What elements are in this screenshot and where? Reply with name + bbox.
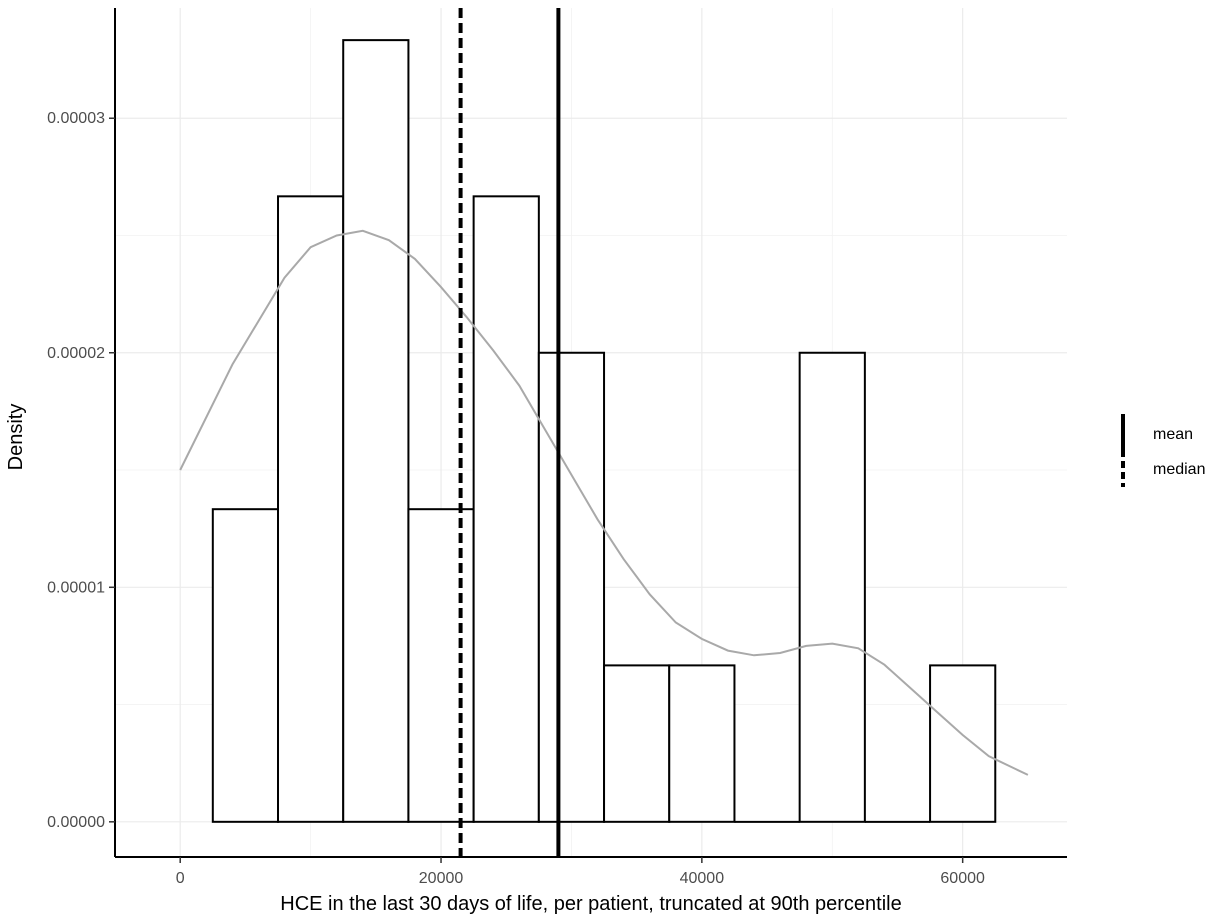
histogram-bar <box>277 195 345 823</box>
histogram-bar <box>929 664 997 823</box>
x-tick-label: 40000 <box>680 870 725 887</box>
legend-median-label: median <box>1153 461 1205 478</box>
tick-labels: 0 20000 40000 60000 0.00000 0.00001 0.00002 0.0… <box>47 110 985 887</box>
y-tick-label: 0.00003 <box>47 110 105 127</box>
histogram-bar <box>342 39 410 823</box>
density-curve <box>179 229 1029 776</box>
x-tick-label: 20000 <box>419 870 464 887</box>
x-axis-title: HCE in the last 30 days of life, per pat… <box>280 893 901 915</box>
legend: mean median <box>1121 414 1205 487</box>
x-tick-label: 60000 <box>940 870 985 887</box>
histogram-bar <box>211 508 280 823</box>
y-tick-label: 0.00001 <box>47 579 105 596</box>
y-tick-label: 0.00002 <box>47 345 105 362</box>
y-tick-label: 0.00000 <box>47 814 105 831</box>
x-tick-label: 0 <box>176 870 185 887</box>
density-curve-layer <box>179 229 1029 776</box>
histogram-bar <box>668 664 736 823</box>
histogram-bar <box>603 664 671 823</box>
histogram-bar <box>537 351 606 823</box>
histogram-bar <box>798 351 866 823</box>
axes <box>109 8 1067 863</box>
reference-lines <box>458 8 561 857</box>
histogram-bar <box>407 508 475 823</box>
histogram-bars <box>211 39 997 823</box>
y-axis-title: Density <box>5 404 27 471</box>
legend-mean-label: mean <box>1153 426 1193 443</box>
histogram-bar <box>472 195 540 823</box>
